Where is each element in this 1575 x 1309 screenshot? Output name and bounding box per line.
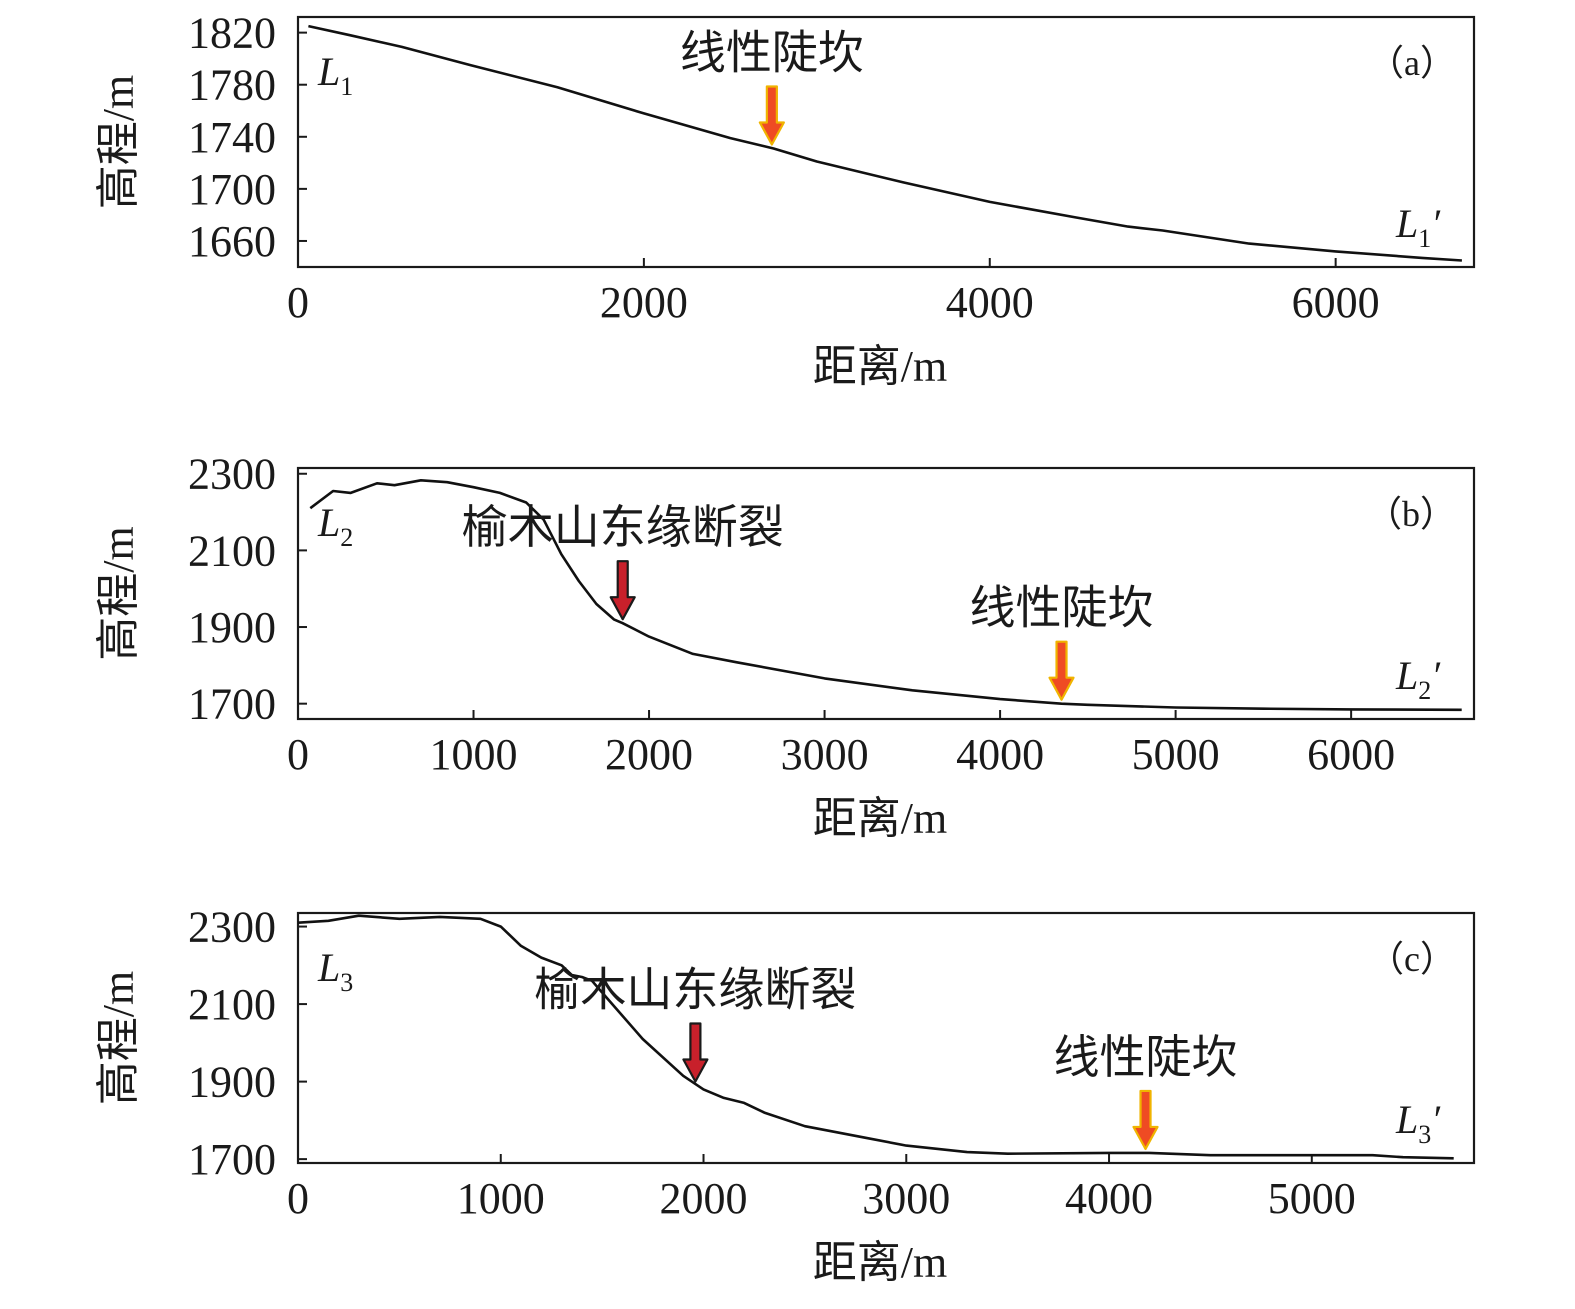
annotation-label: 线性陡坎	[1054, 1032, 1238, 1083]
annotation-label: 榆木山东缘断裂	[462, 502, 784, 553]
y-tick-label: 2300	[188, 903, 276, 952]
x-tick-label: 4000	[1065, 1174, 1153, 1223]
y-tick-label: 1740	[188, 113, 276, 162]
arrow-down-icon	[682, 1022, 709, 1083]
annotation-label: 线性陡坎	[970, 583, 1154, 634]
y-tick-label: 1700	[188, 680, 276, 729]
profile-start-label: L2	[317, 500, 353, 552]
x-tick-label: 4000	[946, 278, 1034, 327]
panel-label: （a）	[1368, 43, 1456, 83]
x-tick-label: 6000	[1292, 278, 1380, 327]
arrow-down-icon	[1132, 1089, 1159, 1151]
profile-end-label: L3′	[1395, 1097, 1441, 1149]
x-axis-label: 距离/m	[813, 794, 947, 843]
y-axis-label: 高程/m	[94, 971, 143, 1105]
x-tick-label: 2000	[660, 1174, 748, 1223]
plot-frame	[296, 911, 1476, 1165]
elevation-profile-line	[297, 914, 1454, 1160]
y-axis-label: 高程/m	[94, 75, 143, 209]
y-tick-label: 2100	[188, 526, 276, 575]
x-tick-label: 5000	[1268, 1174, 1356, 1223]
arrow-down-icon	[1048, 640, 1075, 701]
x-tick-label: 3000	[781, 730, 869, 779]
x-tick-label: 6000	[1307, 730, 1395, 779]
profile-start-label: L1	[317, 49, 353, 101]
x-tick-label: 3000	[862, 1174, 950, 1223]
chart-panel-3: 0 1000 2000 3000 4000 5000 1700 1900 2100 2300 距离/…	[94, 903, 1476, 1287]
y-tick-label: 1780	[188, 61, 276, 110]
arrow-down-icon	[609, 560, 636, 621]
plot-frame	[296, 466, 1476, 721]
x-axis-label: 距离/m	[813, 1238, 947, 1287]
y-tick-label: 1660	[188, 217, 276, 266]
y-tick-label: 1700	[188, 165, 276, 214]
y-tick-label: 1820	[188, 9, 276, 58]
y-tick-label: 1900	[188, 603, 276, 652]
annotation-label: 榆木山东缘断裂	[534, 964, 856, 1015]
profile-end-label: L1′	[1395, 201, 1441, 253]
elevation-profile-line	[309, 479, 1462, 712]
profile-start-label: L3	[317, 945, 353, 997]
x-tick-label: 0	[287, 278, 309, 327]
x-tick-label: 4000	[956, 730, 1044, 779]
x-axis-label: 距离/m	[813, 342, 947, 391]
panel-label: （c）	[1368, 939, 1456, 979]
annotation-label: 线性陡坎	[680, 28, 864, 79]
y-tick-label: 1700	[188, 1135, 276, 1184]
profile-end-label: L2′	[1395, 653, 1441, 705]
x-tick-label: 2000	[600, 278, 688, 327]
chart-panel-2: 0 1000 2000 3000 4000 5000 6000 1700 1900 2100 230…	[94, 450, 1476, 843]
x-tick-label: 2000	[605, 730, 693, 779]
x-tick-label: 0	[287, 1174, 309, 1223]
x-tick-label: 5000	[1132, 730, 1220, 779]
x-tick-label: 1000	[457, 1174, 545, 1223]
elevation-profile-line	[308, 24, 1462, 262]
panel-label: （b）	[1366, 494, 1456, 534]
plot-frame	[296, 15, 1476, 269]
y-axis-label: 高程/m	[94, 526, 143, 660]
y-tick-label: 2100	[188, 980, 276, 1029]
y-tick-label: 2300	[188, 450, 276, 499]
x-tick-label: 0	[287, 730, 309, 779]
y-tick-label: 1900	[188, 1058, 276, 1107]
arrow-down-icon	[758, 85, 785, 146]
x-tick-label: 1000	[430, 730, 518, 779]
